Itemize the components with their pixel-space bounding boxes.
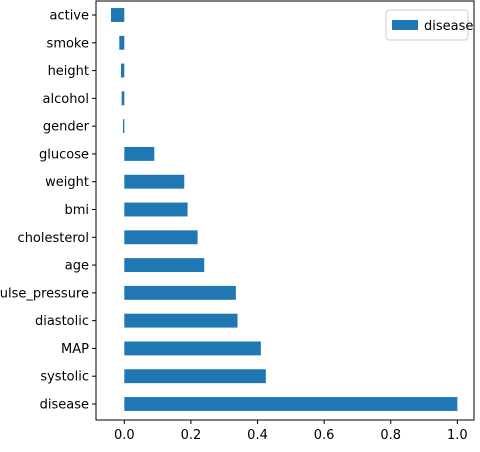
bar-height [120, 63, 125, 78]
bar-bmi [124, 202, 188, 217]
bar-active [110, 8, 125, 22]
bar-weight [124, 174, 185, 189]
legend-box [385, 9, 469, 41]
plot-frame [95, 0, 475, 421]
y-axis: active smoke height alcohol gender glucose wei… [0, 9, 96, 413]
bar-diastolic [124, 313, 238, 328]
y-tick-label: diastolic [35, 314, 89, 329]
legend: disease [385, 9, 473, 41]
bar-age [124, 258, 205, 273]
x-tick-label: 0.0 [114, 428, 135, 443]
y-tick-label: systolic [40, 370, 89, 385]
bars-group [110, 8, 458, 411]
y-tick-label: smoke [47, 36, 89, 51]
bar-cholesterol [124, 230, 198, 245]
bar-pulse-pressure [124, 285, 236, 300]
y-tick-label: height [48, 64, 89, 79]
bar-gender [122, 119, 125, 134]
x-tick-label: 1.0 [447, 428, 468, 443]
y-tick-label: gender [43, 120, 90, 135]
bar-systolic [124, 369, 266, 384]
y-tick-label: active [49, 9, 89, 24]
y-tick-label: weight [45, 175, 89, 190]
x-axis: 0.0 0.2 0.4 0.6 0.8 1.0 [114, 420, 468, 443]
y-tick-label: cholesterol [18, 231, 89, 246]
x-tick-label: 0.4 [247, 428, 268, 443]
y-tick-label: pulse_pressure [0, 286, 89, 301]
y-tick-label: disease [40, 398, 89, 413]
y-tick-label: MAP [61, 342, 89, 357]
y-tick-label: glucose [39, 147, 89, 162]
x-tick-label: 0.8 [380, 428, 401, 443]
bar-smoke [119, 35, 125, 50]
y-tick-label: bmi [64, 203, 89, 218]
bar-glucose [124, 146, 155, 161]
bar-disease [124, 397, 458, 411]
bar-map [124, 341, 261, 356]
legend-label: disease [424, 19, 473, 34]
y-tick-label: alcohol [43, 92, 89, 107]
x-tick-label: 0.6 [314, 428, 335, 443]
bar-alcohol [121, 91, 125, 106]
x-tick-label: 0.2 [181, 428, 202, 443]
legend-swatch [392, 20, 418, 30]
y-tick-label: age [65, 259, 89, 274]
